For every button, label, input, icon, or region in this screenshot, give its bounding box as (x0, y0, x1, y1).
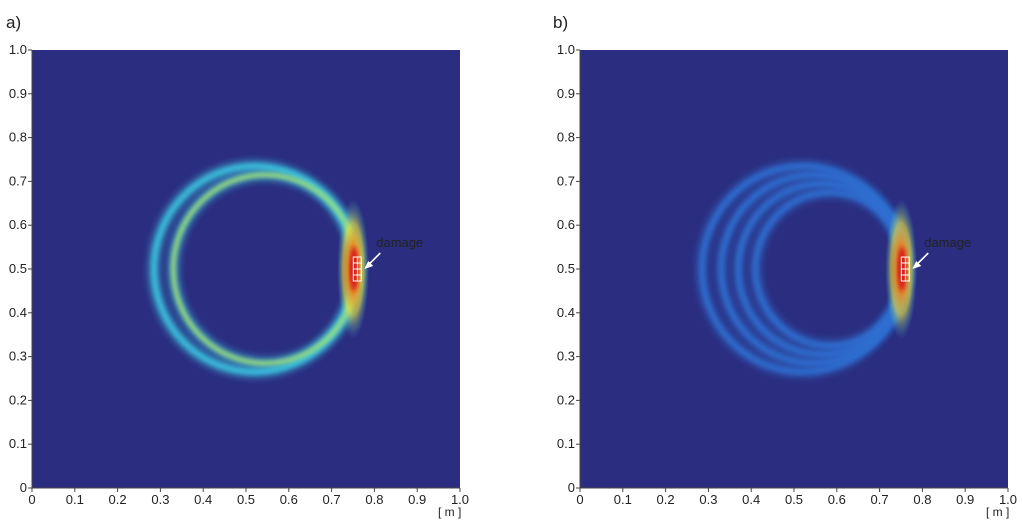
y-tick-label: 0.2 (557, 392, 575, 407)
plot-area-a (31, 50, 460, 489)
x-axis-b: 0 0.1 0.2 0.3 0.4 0.5 0.6 0.7 0.8 0.9 1.0 (576, 488, 1017, 507)
heatmap-background (32, 50, 460, 488)
y-axis-b: 0 0.1 0.2 0.3 0.4 0.5 0.6 0.7 0.8 0.9 1.0 (557, 42, 580, 495)
y-tick-label: 0.4 (557, 305, 575, 320)
x-tick-label: 0.1 (66, 492, 84, 507)
x-tick-label: 0.8 (365, 492, 383, 507)
x-tick-label: 0.6 (828, 492, 846, 507)
x-tick-label: 0.8 (913, 492, 931, 507)
x-tick-label: 0.9 (956, 492, 974, 507)
y-tick-label: 1.0 (9, 42, 27, 57)
y-tick-label: 0.5 (9, 261, 27, 276)
x-tick-label: 0.3 (699, 492, 717, 507)
damage-annotation-b: damage (912, 235, 971, 269)
x-tick-label: 0.5 (237, 492, 255, 507)
panel-label-a: a) (6, 13, 21, 32)
x-tick-label: 1.0 (999, 492, 1017, 507)
x-tick-label: 1.0 (451, 492, 469, 507)
y-tick-label: 0 (20, 480, 27, 495)
x-tick-label: 0.6 (280, 492, 298, 507)
heatmap-background (580, 50, 1008, 488)
damage-arrowhead (912, 261, 922, 269)
damage-arrowhead (364, 261, 374, 269)
y-tick-label: 0.6 (557, 217, 575, 232)
y-tick-label: 0.3 (9, 349, 27, 364)
panel-a: a) 0 0.1 0.2 0.3 0.4 0.5 0.6 0.7 0.8 0.9 1.0 00.10… (6, 13, 469, 519)
x-axis-a: 0 0.1 0.2 0.3 0.4 0.5 0.6 0.7 0.8 0.9 1.0 (28, 488, 469, 507)
x-axis-label-a: [ m ] (438, 505, 461, 519)
y-tick-label: 1.0 (557, 42, 575, 57)
y-tick-label: 0.8 (9, 130, 27, 145)
y-tick-label: 0.3 (557, 349, 575, 364)
damage-marker (900, 256, 910, 282)
x-tick-label: 0.7 (871, 492, 889, 507)
x-tick-label: 0 (576, 492, 583, 507)
y-tick-label: 0.4 (9, 305, 27, 320)
panel-label-b: b) (553, 13, 568, 32)
damage-annotation-a: damage (364, 235, 423, 269)
y-tick-label: 0.6 (9, 217, 27, 232)
x-tick-label: 0.1 (614, 492, 632, 507)
damage-label-b: damage (924, 235, 971, 250)
y-tick-label: 0.1 (9, 436, 27, 451)
x-tick-label: 0.4 (194, 492, 212, 507)
y-tick-label: 0.2 (9, 392, 27, 407)
y-tick-label: 0.7 (557, 173, 575, 188)
x-axis-label-b: [ m ] (986, 505, 1009, 519)
damage-label-a: damage (376, 235, 423, 250)
panel-b: b) 0 0.1 0.2 0.3 0.4 0.5 0.6 0.7 0.8 0.9 1.0 00.10… (553, 13, 1017, 519)
x-tick-label: 0.4 (742, 492, 760, 507)
x-tick-label: 0.2 (109, 492, 127, 507)
y-tick-label: 0.9 (557, 86, 575, 101)
damage-marker (352, 256, 362, 282)
x-tick-label: 0.3 (151, 492, 169, 507)
y-tick-label: 0.7 (9, 173, 27, 188)
x-tick-label: 0.7 (323, 492, 341, 507)
y-axis-a: 0 0.1 0.2 0.3 0.4 0.5 0.6 0.7 0.8 0.9 1.0 (9, 42, 32, 495)
y-tick-label: 0.9 (9, 86, 27, 101)
y-tick-label: 0.8 (557, 130, 575, 145)
y-tick-label: 0.5 (557, 261, 575, 276)
y-tick-label: 0 (568, 480, 575, 495)
x-tick-label: 0 (28, 492, 35, 507)
y-tick-label: 0.1 (557, 436, 575, 451)
x-tick-label: 0.5 (785, 492, 803, 507)
x-tick-label: 0.9 (408, 492, 426, 507)
plot-area-b (579, 50, 1008, 489)
x-tick-label: 0.2 (657, 492, 675, 507)
